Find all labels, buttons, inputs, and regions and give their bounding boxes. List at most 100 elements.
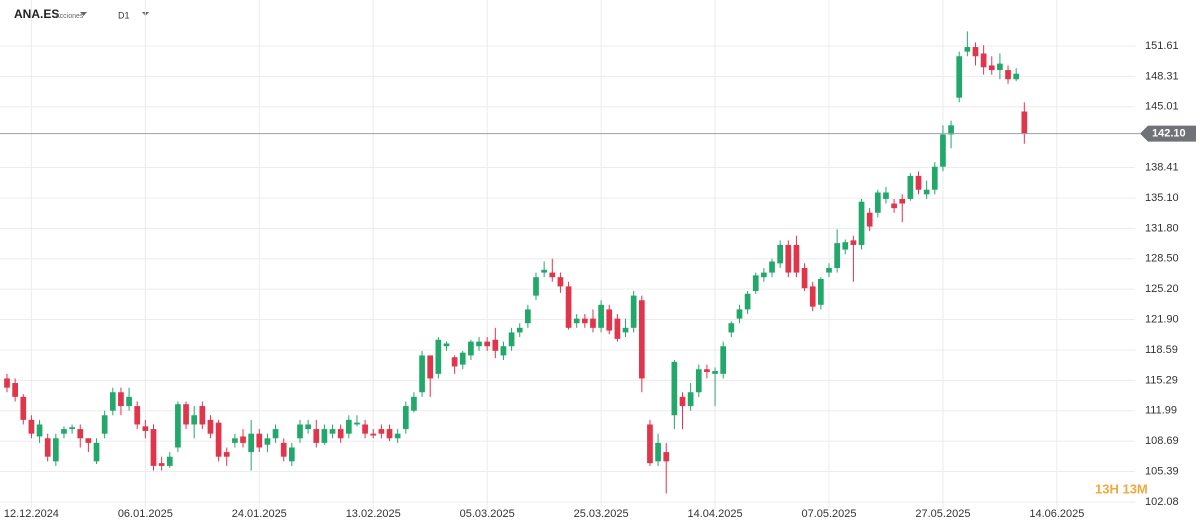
- y-tick-label: 128.50: [1145, 253, 1179, 265]
- candle-body: [370, 433, 377, 436]
- candle-body: [77, 429, 84, 439]
- candle-body: [4, 378, 10, 388]
- candle-body: [451, 357, 458, 367]
- candle-body: [280, 442, 287, 457]
- candle-body: [443, 343, 450, 347]
- candle-body: [728, 323, 735, 333]
- candle-body: [44, 438, 51, 457]
- candle-body: [557, 277, 564, 287]
- candle-body: [663, 452, 670, 462]
- x-tick-label: 07.05.2025: [801, 508, 856, 520]
- candle-body: [736, 309, 743, 319]
- candle-body: [1013, 73, 1020, 80]
- candle-body: [12, 383, 18, 397]
- candle-body: [834, 243, 840, 268]
- y-tick-label: 108.69: [1145, 435, 1179, 447]
- candle-body: [52, 438, 59, 462]
- candle-body: [858, 201, 865, 245]
- candle-body: [874, 192, 881, 213]
- candle-body: [525, 309, 531, 324]
- candle-body: [891, 203, 897, 209]
- candle-body: [695, 369, 702, 393]
- candle-body: [704, 369, 710, 373]
- candle-body: [240, 436, 246, 443]
- dropdown-arrow[interactable]: [80, 12, 87, 16]
- candle-body: [793, 244, 800, 273]
- candle-body: [883, 192, 889, 199]
- candle-body: [126, 396, 132, 407]
- y-tick-label: 145.01: [1145, 101, 1179, 113]
- x-tick-label: 25.03.2025: [574, 508, 629, 520]
- candle-body: [598, 304, 604, 328]
- candle-body: [313, 429, 320, 443]
- countdown: 13H 13M: [1095, 481, 1148, 496]
- y-tick-label: 121.90: [1145, 313, 1179, 325]
- candle-body: [818, 279, 824, 305]
- y-tick-label: 118.59: [1145, 344, 1178, 356]
- candle-body: [191, 415, 198, 425]
- y-tick-label: 115.29: [1145, 374, 1178, 386]
- candle-body: [232, 438, 238, 443]
- y-tick-label: 148.31: [1145, 70, 1179, 82]
- candle-body: [61, 429, 67, 434]
- candle-body: [1021, 111, 1028, 134]
- candle-body: [638, 300, 645, 379]
- y-tick-label: 131.80: [1145, 222, 1179, 234]
- candle-body: [199, 406, 206, 425]
- candle-body: [476, 341, 482, 347]
- candle-body: [533, 277, 539, 296]
- candle-body: [134, 406, 141, 425]
- candle-body: [468, 341, 474, 356]
- candle-body: [655, 442, 661, 462]
- candle-body: [801, 267, 808, 289]
- candle-body: [826, 267, 832, 273]
- candle-body: [484, 341, 491, 347]
- candle-body: [606, 309, 613, 331]
- candle-body: [354, 422, 360, 425]
- candle-body: [590, 318, 596, 328]
- candle-body: [752, 275, 759, 291]
- candle-body: [288, 447, 295, 462]
- x-tick-label: 12.12.2024: [4, 508, 59, 520]
- candle-body: [150, 429, 157, 466]
- candle-body: [20, 396, 27, 420]
- candle-body: [940, 134, 946, 167]
- y-tick-label: 102.08: [1145, 496, 1179, 508]
- candle-body: [207, 419, 214, 434]
- candle-body: [419, 355, 425, 393]
- candle-body: [264, 438, 271, 445]
- candle-body: [744, 293, 751, 310]
- candle-body: [223, 452, 230, 457]
- candle-body: [964, 47, 971, 52]
- x-tick-label: 14.06.2025: [1029, 508, 1084, 520]
- candle-body: [915, 175, 922, 190]
- candle-body: [1005, 70, 1011, 80]
- x-tick-label: 24.01.2025: [232, 508, 287, 520]
- candle-body: [573, 318, 580, 324]
- timeframe[interactable]: D1: [118, 10, 130, 20]
- candle-body: [850, 240, 857, 245]
- candle-body: [516, 327, 523, 333]
- candle-body: [614, 318, 621, 339]
- candle-body: [712, 371, 718, 374]
- symbol[interactable]: ANA.ES: [14, 7, 59, 21]
- candle-body: [93, 442, 100, 462]
- candle-body: [321, 429, 328, 443]
- candle-body: [411, 396, 417, 411]
- last-price-label: 142.10: [1152, 127, 1186, 139]
- candle-body: [166, 456, 173, 466]
- candle-body: [183, 404, 189, 425]
- candle-body: [785, 244, 792, 273]
- candle-body: [769, 261, 775, 273]
- candle-body: [549, 272, 556, 278]
- candle-body: [329, 429, 336, 434]
- candle-body: [687, 392, 694, 407]
- candle-body: [997, 63, 1003, 71]
- candle-body: [427, 355, 434, 379]
- candle-body: [394, 433, 401, 439]
- x-tick-label: 05.03.2025: [460, 508, 515, 520]
- x-tick-label: 13.02.2025: [346, 508, 401, 520]
- x-tick-label: 27.05.2025: [915, 508, 970, 520]
- last-price-tag: [1140, 125, 1196, 142]
